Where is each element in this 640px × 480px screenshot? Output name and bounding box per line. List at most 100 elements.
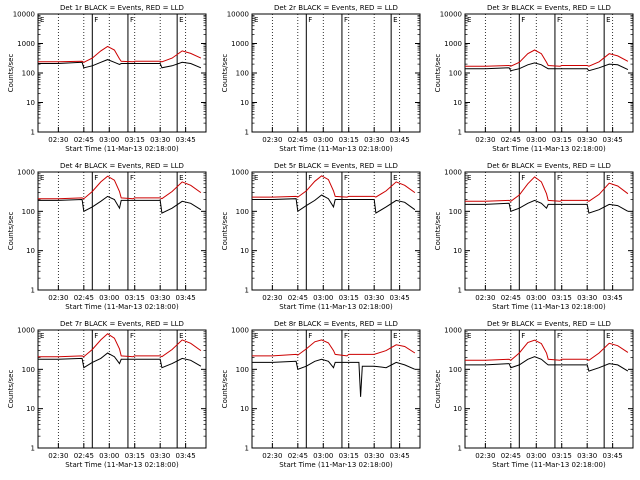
events-series-line	[465, 199, 629, 214]
plot-frame	[37, 13, 207, 133]
lld-series-line	[252, 175, 416, 198]
y-axis-label: Counts/sec	[221, 370, 229, 409]
lld-series-line	[38, 333, 202, 358]
x-tick-label: 03:00	[99, 294, 119, 302]
y-tick-label: 100	[22, 208, 35, 216]
y-tick-label: 1	[458, 129, 462, 137]
flag-label: F	[94, 174, 98, 182]
x-axis-label: Start Time (11-Mar-13 02:18:00)	[279, 461, 393, 469]
y-tick-label: 100	[236, 208, 249, 216]
flag-label: E	[40, 174, 44, 182]
x-tick-label: 03:30	[364, 136, 384, 144]
x-tick-label: 03:00	[313, 294, 333, 302]
x-tick-label: 03:00	[526, 136, 546, 144]
y-tick-label: 10	[240, 247, 249, 255]
x-tick-label: 03:00	[99, 136, 119, 144]
flag-label: F	[557, 332, 561, 340]
y-tick-label: 100	[449, 208, 462, 216]
x-tick-label: 03:30	[577, 136, 597, 144]
flag-label: E	[40, 332, 44, 340]
y-tick-label: 1000	[17, 169, 35, 177]
x-tick-label: 03:30	[577, 452, 597, 460]
x-tick-label: 03:45	[603, 452, 623, 460]
y-tick-label: 1	[458, 445, 462, 453]
y-tick-label: 1	[31, 445, 35, 453]
events-series-line	[465, 62, 629, 72]
y-tick-label: 100	[22, 366, 35, 374]
flag-label: F	[344, 16, 348, 24]
flag-label: E	[179, 174, 183, 182]
events-series-line	[252, 194, 416, 214]
y-axis-label: Counts/sec	[7, 212, 15, 251]
flag-label: E	[254, 174, 258, 182]
plot-frame	[251, 171, 421, 291]
flag-label: E	[254, 332, 258, 340]
y-tick-label: 10	[240, 99, 249, 107]
x-tick-label: 02:30	[48, 136, 68, 144]
x-tick-label: 02:30	[262, 452, 282, 460]
detector-panel: Det 5r BLACK = Events, RED = LLD 1 10 100 10…	[221, 162, 421, 311]
events-series-line	[252, 358, 416, 397]
y-tick-label: 1000	[231, 169, 249, 177]
y-tick-label: 1	[245, 445, 249, 453]
x-tick-label: 02:30	[262, 294, 282, 302]
detector-panel: Det 2r BLACK = Events, RED = LLD 1 10 100 10…	[221, 4, 421, 153]
detector-panel: Det 8r BLACK = Events, RED = LLD 1 10 100 10…	[221, 320, 421, 469]
y-axis-label: Counts/sec	[7, 54, 15, 93]
y-tick-label: 1	[245, 129, 249, 137]
x-tick-label: 03:15	[552, 294, 572, 302]
x-tick-label: 03:30	[150, 452, 170, 460]
x-tick-label: 03:15	[552, 136, 572, 144]
y-axis-label: Counts/sec	[7, 370, 15, 409]
flag-label: F	[308, 16, 312, 24]
x-tick-label: 03:45	[176, 452, 196, 460]
events-series-line	[38, 59, 202, 69]
y-tick-label: 1000	[444, 40, 462, 48]
y-tick-label: 10	[26, 405, 35, 413]
lld-series-line	[38, 45, 202, 63]
x-tick-label: 03:30	[150, 294, 170, 302]
x-tick-label: 02:30	[475, 452, 495, 460]
y-tick-label: 10	[453, 99, 462, 107]
detector-panel: Det 1r BLACK = Events, RED = LLD 1 10 100 10…	[7, 4, 207, 153]
x-tick-label: 03:15	[339, 452, 359, 460]
x-tick-label: 03:15	[125, 294, 145, 302]
panel-title: Det 5r BLACK = Events, RED = LLD	[274, 162, 398, 170]
x-tick-label: 02:30	[48, 452, 68, 460]
plot-frame	[251, 13, 421, 133]
detector-panel: Det 6r BLACK = Events, RED = LLD 1 10 100 10…	[434, 162, 634, 311]
x-tick-label: 03:30	[577, 294, 597, 302]
flag-label: F	[130, 174, 134, 182]
x-tick-label: 03:00	[313, 452, 333, 460]
panel-title: Det 9r BLACK = Events, RED = LLD	[487, 320, 611, 328]
x-tick-label: 03:45	[390, 294, 410, 302]
panel-title: Det 6r BLACK = Events, RED = LLD	[487, 162, 611, 170]
flag-label: E	[467, 16, 471, 24]
x-tick-label: 03:00	[526, 294, 546, 302]
y-tick-label: 1000	[444, 169, 462, 177]
flag-label: E	[606, 16, 610, 24]
y-tick-label: 10	[453, 247, 462, 255]
x-axis-label: Start Time (11-Mar-13 02:18:00)	[492, 145, 606, 153]
y-tick-label: 10000	[227, 11, 249, 19]
y-axis-label: Counts/sec	[221, 54, 229, 93]
flag-label: F	[521, 332, 525, 340]
lld-series-line	[465, 339, 629, 361]
x-axis-label: Start Time (11-Mar-13 02:18:00)	[279, 303, 393, 311]
lld-series-line	[38, 175, 202, 200]
x-tick-label: 02:45	[74, 294, 94, 302]
flag-label: F	[521, 174, 525, 182]
x-tick-label: 03:00	[313, 136, 333, 144]
y-axis-label: Counts/sec	[221, 212, 229, 251]
events-series-line	[465, 356, 629, 372]
y-axis-label: Counts/sec	[434, 212, 442, 251]
y-tick-label: 1000	[444, 327, 462, 335]
flag-label: E	[606, 174, 610, 182]
panel-title: Det 2r BLACK = Events, RED = LLD	[274, 4, 398, 12]
flag-label: E	[467, 332, 471, 340]
plot-frame	[464, 329, 634, 449]
panel-title: Det 1r BLACK = Events, RED = LLD	[60, 4, 184, 12]
plot-frame	[464, 171, 634, 291]
y-tick-label: 10	[26, 247, 35, 255]
